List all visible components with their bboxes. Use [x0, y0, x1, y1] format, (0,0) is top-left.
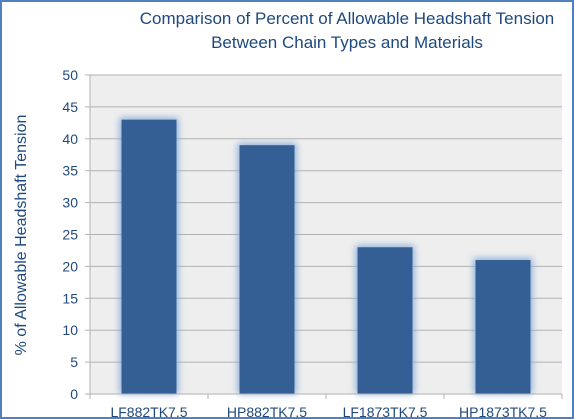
bar [475, 260, 531, 394]
x-category-label: LF1873TK7.5 [343, 404, 428, 417]
y-tick-label: 20 [62, 258, 78, 274]
x-category-label: LF882TK7.5 [110, 404, 187, 417]
y-tick-label: 5 [70, 354, 78, 370]
bars [119, 117, 533, 394]
y-tick-label: 30 [62, 195, 78, 211]
x-axis-categories: LF882TK7.5 HP882TK7.5 LF1873TK7.5 HP1873TK7… [110, 404, 547, 417]
y-tick-label: 40 [62, 131, 78, 147]
chart-title-line-1: Comparison of Percent of Allowable Heads… [140, 9, 555, 28]
y-tick-label: 10 [62, 322, 78, 338]
bar [121, 119, 177, 394]
y-axis-label: % of Allowable Headshaft Tension [13, 115, 30, 356]
y-tick-label: 45 [62, 99, 78, 115]
y-tick-label: 0 [70, 386, 78, 402]
bar [357, 247, 413, 394]
chart-title-line-2: Between Chain Types and Materials [211, 33, 483, 52]
axes [89, 75, 563, 399]
x-category-label: HP882TK7.5 [227, 404, 307, 417]
y-axis-ticks: 0 5 10 15 20 25 30 35 40 45 50 [62, 67, 90, 402]
y-tick-label: 50 [62, 67, 78, 83]
y-tick-label: 35 [62, 163, 78, 179]
x-category-label: HP1873TK7.5 [459, 404, 547, 417]
bar [239, 145, 295, 394]
y-tick-label: 15 [62, 290, 78, 306]
y-tick-label: 25 [62, 227, 78, 243]
